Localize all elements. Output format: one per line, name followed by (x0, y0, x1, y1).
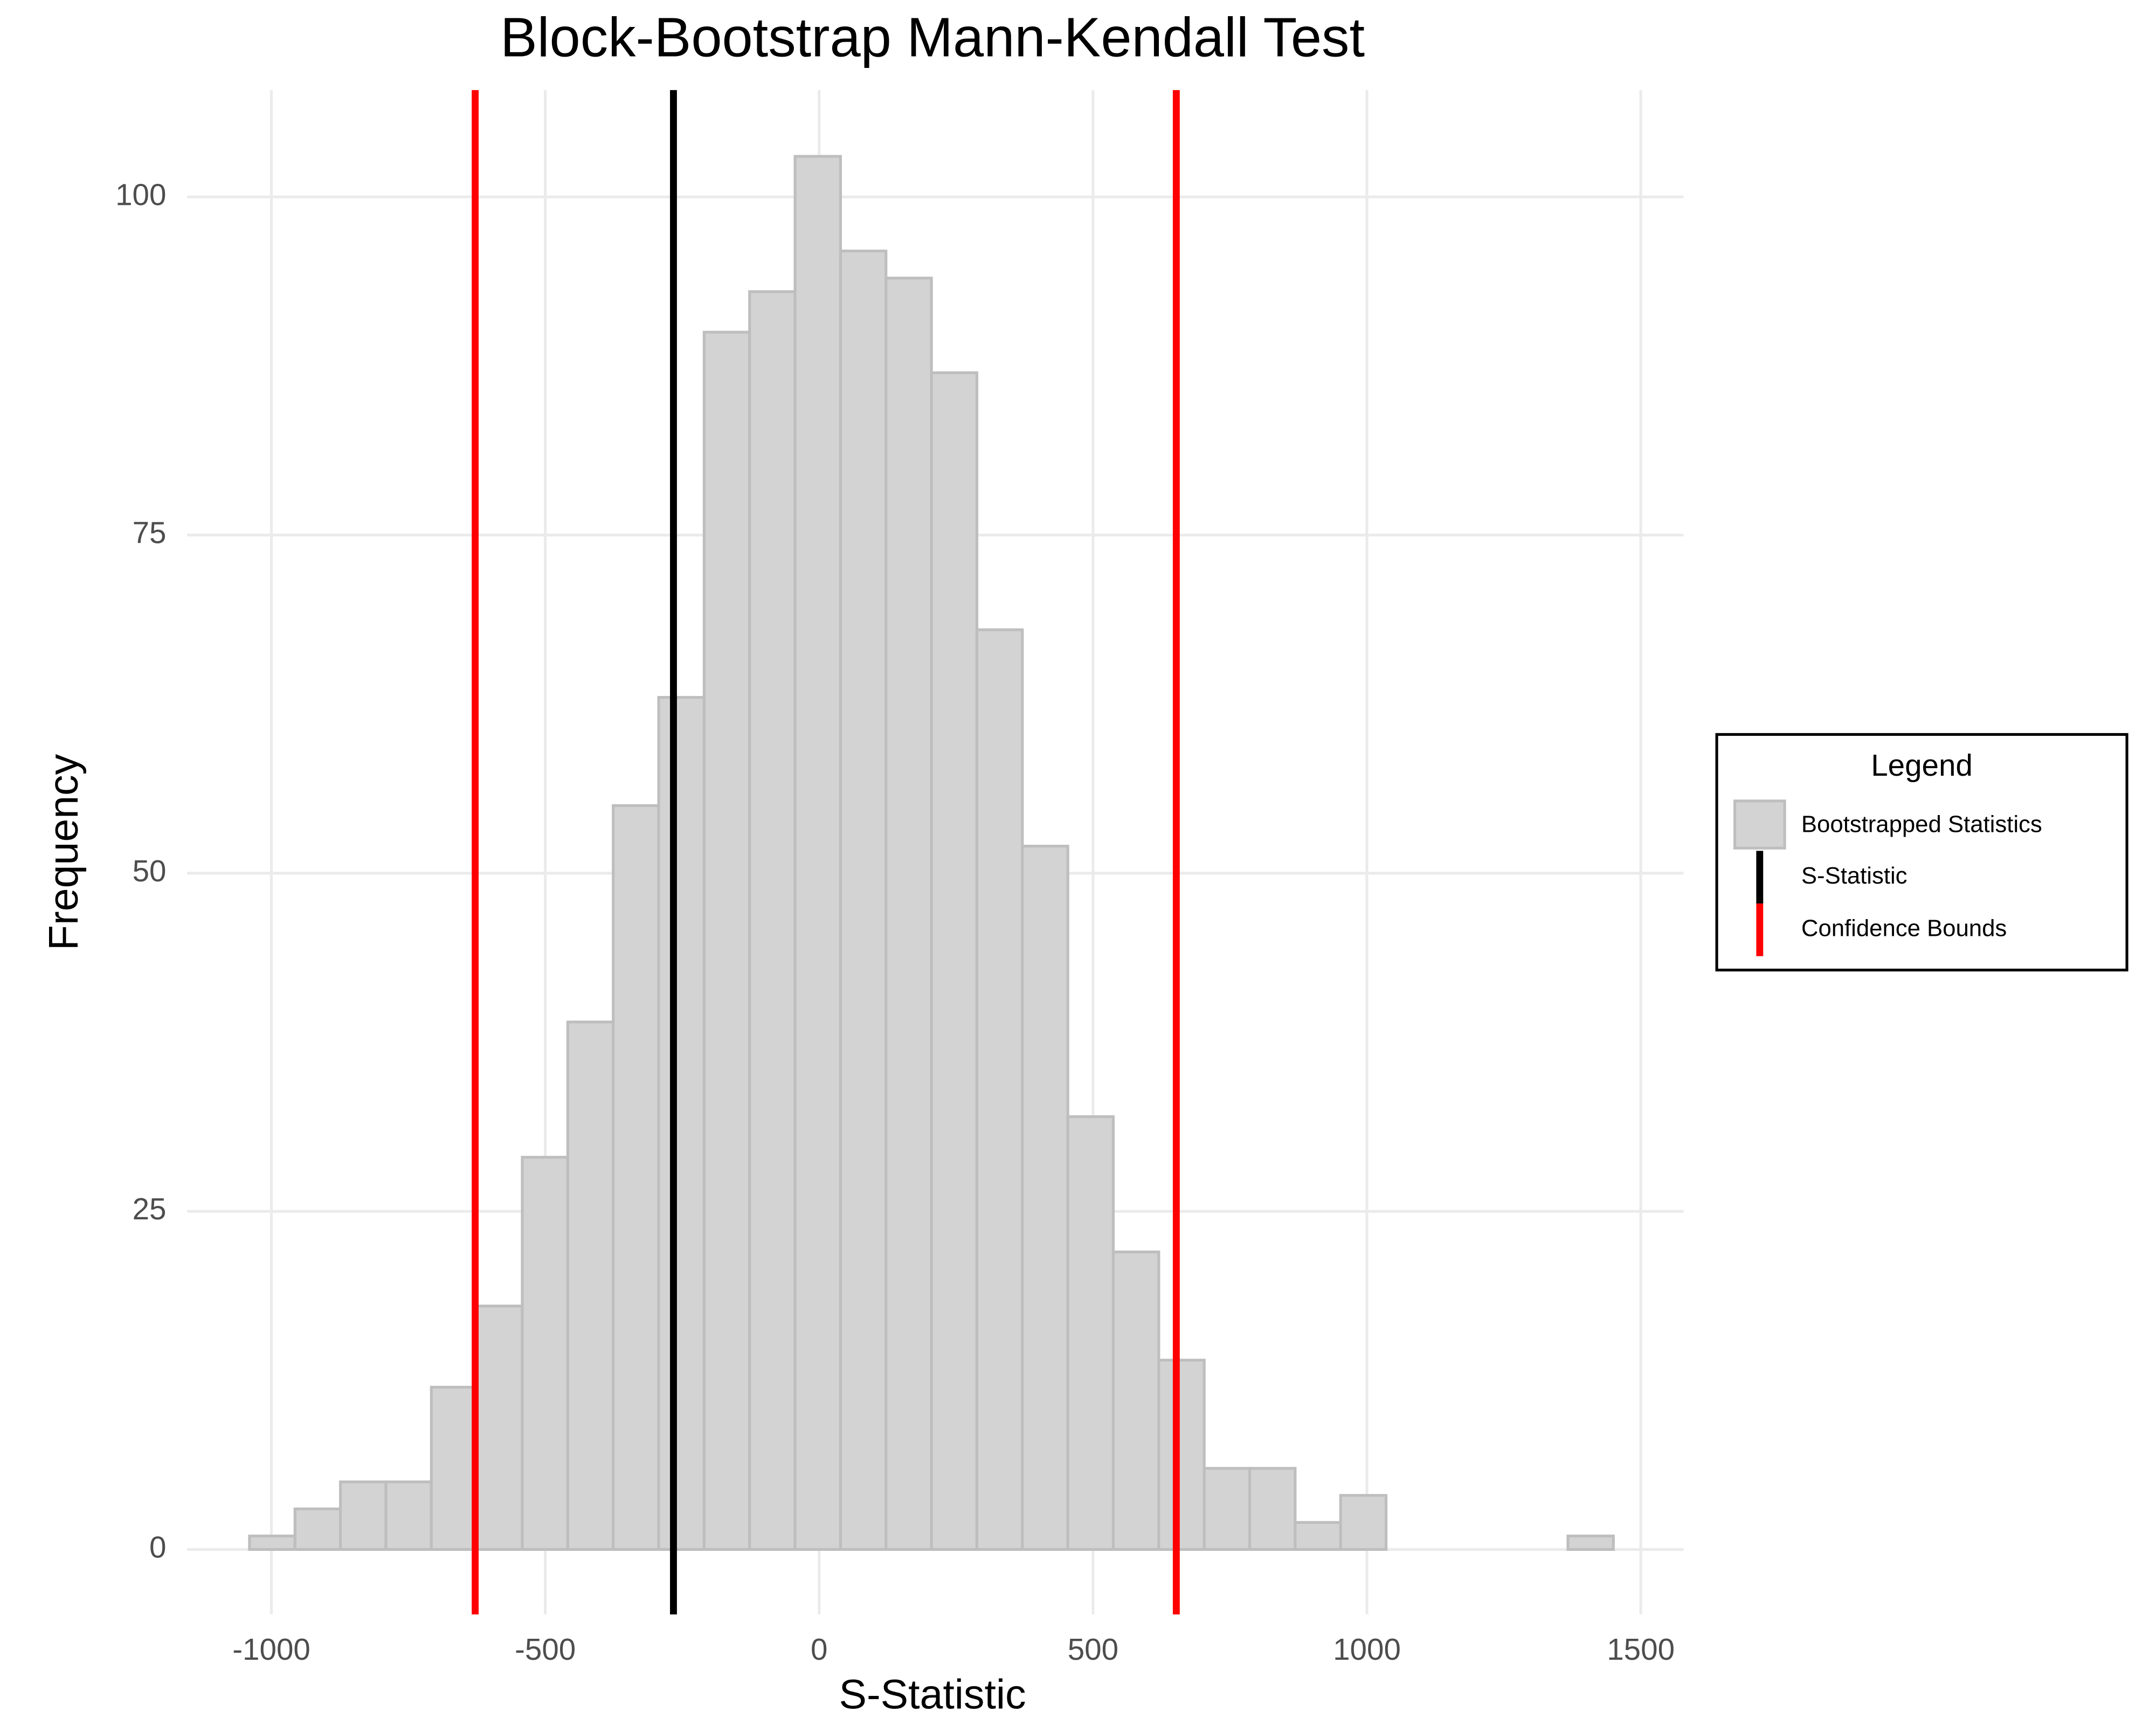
y-axis-label: Frequency (40, 754, 87, 950)
bar (657, 696, 706, 1551)
bar (1111, 1250, 1160, 1551)
x-tick-label: 0 (811, 1632, 827, 1666)
legend-label: Confidence Bounds (1801, 915, 2007, 941)
reference-lines (472, 90, 1180, 1614)
y-tick-label: 0 (149, 1530, 166, 1564)
legend-key (1733, 799, 1786, 850)
bar (702, 330, 751, 1551)
bar (975, 628, 1024, 1551)
y-tick-label: 100 (115, 177, 166, 211)
bar (339, 1480, 388, 1551)
y-tick-label: 75 (133, 516, 167, 550)
bar (1066, 1115, 1115, 1551)
bar (430, 1385, 479, 1551)
legend-title: Legend (1871, 748, 1973, 782)
x-tick-label: 1000 (1333, 1632, 1401, 1666)
bar (1248, 1467, 1297, 1551)
legend-label: S-Statistic (1801, 862, 1908, 889)
x-tick-label: 1500 (1607, 1632, 1675, 1666)
bar (475, 1305, 524, 1551)
x-tick-label: 500 (1068, 1632, 1118, 1666)
bar (839, 250, 888, 1551)
x-tick-label: -1000 (232, 1632, 310, 1666)
bar (566, 1020, 615, 1551)
bar (748, 290, 797, 1551)
y-tick-label: 25 (133, 1192, 167, 1226)
legend-label: Bootstrapped Statistics (1801, 811, 2042, 838)
chart-title: Block-Bootstrap Mann-Kendall Test (500, 6, 1365, 68)
bar (293, 1507, 342, 1551)
bar (1021, 845, 1069, 1551)
bar (384, 1480, 433, 1551)
bar (1566, 1534, 1615, 1551)
legend-box (1715, 733, 2129, 972)
bars (248, 155, 1615, 1551)
x-tick-label: -500 (515, 1632, 576, 1666)
bar (1339, 1494, 1388, 1551)
y-tick-label: 50 (133, 854, 167, 888)
bar (1203, 1467, 1252, 1551)
bar (793, 155, 842, 1551)
bar (612, 804, 660, 1551)
x-axis-label: S-Statistic (839, 1671, 1026, 1717)
bar (930, 371, 979, 1551)
legend: Legend Bootstrapped Statistics S-Statistic… (1715, 733, 2129, 972)
bar (884, 277, 933, 1551)
bar (1157, 1358, 1206, 1551)
bar (1294, 1521, 1342, 1551)
axes: -1000 -500 0 500 1000 1500 0 25 50 75 100 (115, 177, 1675, 1666)
bar (248, 1534, 296, 1551)
bar (521, 1156, 569, 1551)
